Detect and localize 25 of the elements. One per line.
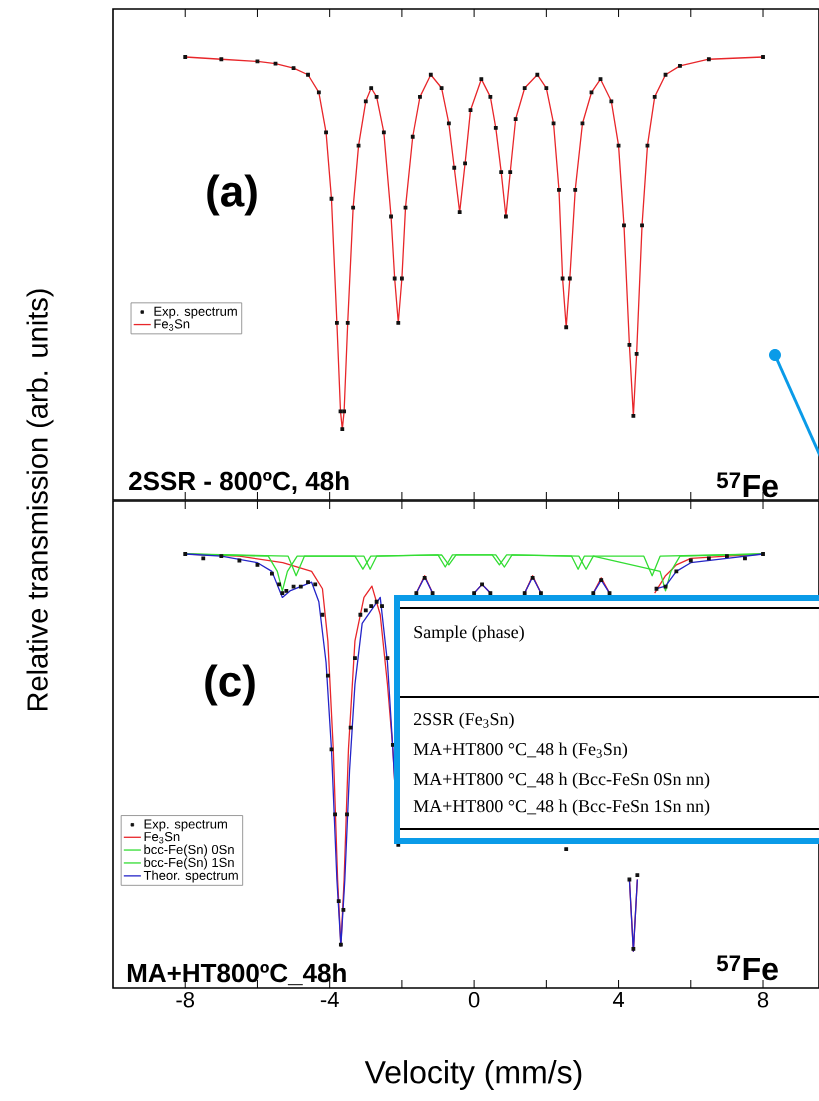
annotation: MA+HT800 °C_48 h (Bcc-FeSn 1Sn nn) bbox=[413, 799, 710, 816]
annotation: (a) bbox=[207, 174, 257, 216]
annotation: MA+HT800 °C_48 h (Bcc-FeSn 0Sn nn) bbox=[413, 772, 710, 789]
annotation: MA+HT800 °C_48 h (Fe$_{3}$Sn) bbox=[413, 742, 628, 759]
legend-label: bcc-Fe(Sn) 0Sn bbox=[144, 844, 234, 857]
x-tick-label: 4 bbox=[612, 991, 625, 1008]
annotation: 2SSR (Fe$_{3}$Sn) bbox=[413, 712, 514, 729]
legend-label: Fe$_{3}$Sn bbox=[144, 831, 180, 844]
x-tick-label: -8 bbox=[176, 991, 195, 1008]
annotation: 2SSR - 800ºC, 48h bbox=[129, 471, 349, 495]
annotation: $^{57}$Fe bbox=[716, 472, 778, 498]
legend-label: Exp. spectrum bbox=[154, 306, 237, 319]
annotation: Sample (phase) bbox=[414, 625, 524, 642]
y-axis-title: Relative transmission (arb. units) bbox=[26, 289, 54, 711]
annotation: (c) bbox=[205, 664, 255, 706]
annotation: MA+HT800ºC_48h bbox=[127, 963, 346, 986]
legend-label: Fe$_{3}$Sn bbox=[154, 319, 190, 331]
legend-label: Theor. spectrum bbox=[143, 870, 238, 883]
x-tick-label: 0 bbox=[468, 991, 480, 1008]
legend-label: bcc-Fe(Sn) 1Sn bbox=[144, 857, 234, 870]
x-tick-label: 8 bbox=[757, 991, 769, 1008]
annotation: $^{57}$Fe bbox=[716, 955, 778, 981]
x-tick-label: -4 bbox=[320, 991, 339, 1008]
x-axis-title: Velocity (mm/s) bbox=[364, 1060, 582, 1090]
legend-label: Exp. spectrum bbox=[144, 819, 227, 832]
